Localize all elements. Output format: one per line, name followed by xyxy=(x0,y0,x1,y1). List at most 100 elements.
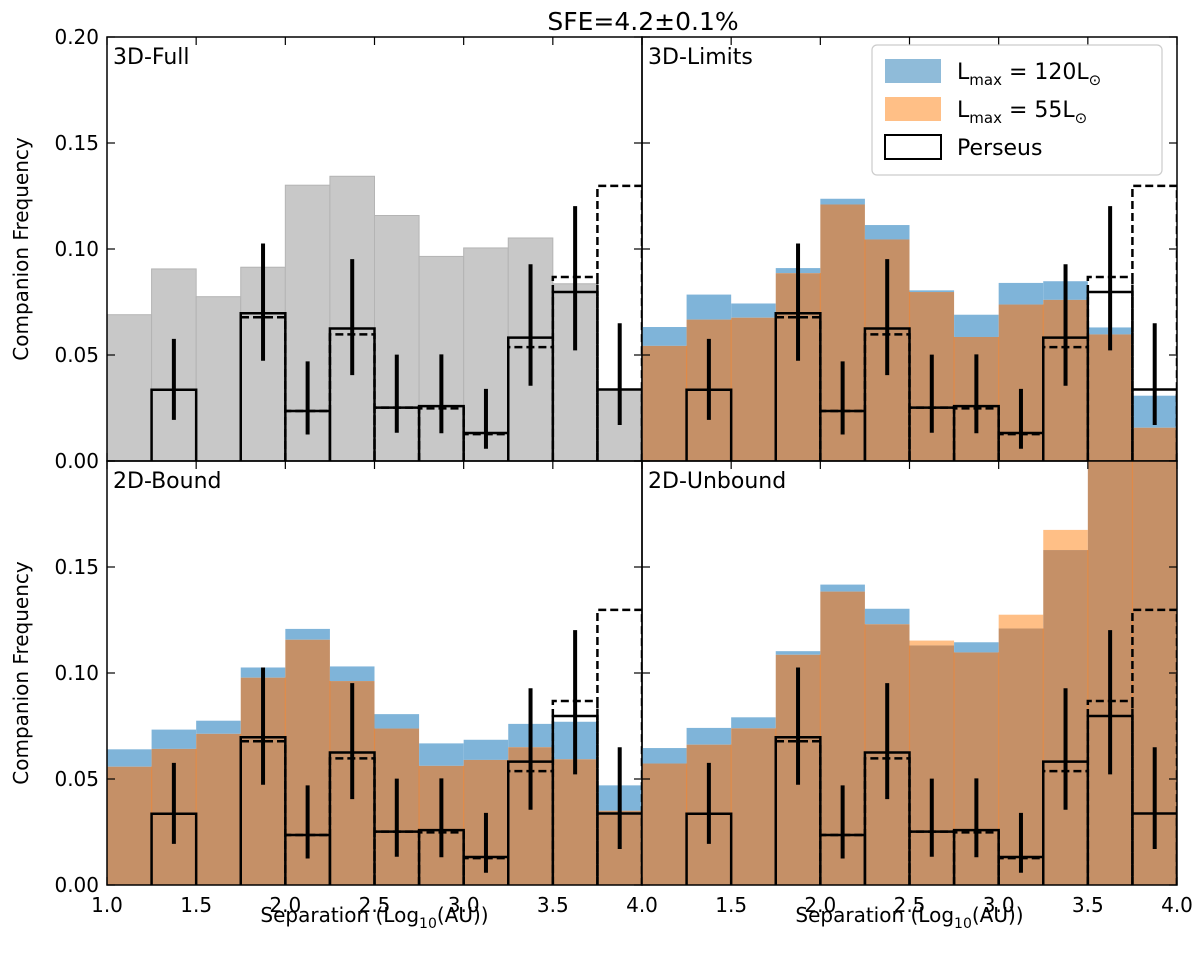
bar-lmax120-excess xyxy=(954,642,999,653)
x-tick-label: 3.5 xyxy=(537,893,569,917)
panel-plot-area xyxy=(642,461,1177,885)
bar-lmax120-excess xyxy=(820,198,865,205)
bar-overlap xyxy=(642,763,687,885)
bar-lmax120-excess xyxy=(909,290,955,293)
bar-overlap xyxy=(552,759,598,885)
bar-lmax120-excess xyxy=(107,749,152,767)
panel-3d-full: 3D-Full xyxy=(106,36,643,462)
panel-label: 2D-Unbound xyxy=(648,469,786,494)
panel-label: 3D-Full xyxy=(113,45,190,70)
x-tick-label: 3.5 xyxy=(1072,893,1104,917)
bar-lmax55-excess xyxy=(998,614,1044,629)
legend-label-part: L xyxy=(957,98,970,123)
bar-lmax120-excess xyxy=(151,729,197,749)
bar-3d-full xyxy=(195,296,242,461)
bar-overlap xyxy=(107,766,152,885)
x-axis-label-sub: 10 xyxy=(954,916,972,932)
legend-label-sun: ⊙ xyxy=(1089,71,1102,89)
x-tick-label: 2.0 xyxy=(804,893,836,917)
bar-lmax55-excess xyxy=(1043,529,1088,551)
panel-plot-area xyxy=(107,608,642,885)
panel-3d-limits: 3D-Limits xyxy=(641,36,1178,462)
legend-swatch-lmax55 xyxy=(885,97,941,121)
bar-lmax120-excess xyxy=(731,303,776,318)
legend-swatch-perseus xyxy=(884,134,942,160)
bar-lmax120-excess xyxy=(329,666,375,682)
legend-box xyxy=(871,44,1163,176)
x-axis-label-part: (AU)) xyxy=(437,903,489,927)
legend-label-part: = 55L xyxy=(1002,98,1075,123)
legend-label: Lmax = 120L⊙ xyxy=(957,60,1101,89)
legend-label-part: = 120L xyxy=(1002,60,1089,85)
bar-overlap xyxy=(1132,427,1177,461)
legend-swatch-lmax120 xyxy=(885,59,941,83)
x-tick-label: 4.0 xyxy=(1161,893,1193,917)
panel-plot-area xyxy=(107,175,642,461)
bar-overlap xyxy=(196,733,241,885)
legend-label-part: L xyxy=(957,60,970,85)
x-tick-label: 2.5 xyxy=(894,893,926,917)
panel-plot-area xyxy=(642,184,1177,461)
bar-lmax120-excess xyxy=(998,282,1044,305)
bar-lmax120-excess xyxy=(196,720,241,734)
x-tick-label: 2.0 xyxy=(269,893,301,917)
legend-label-sub: max xyxy=(969,109,1002,127)
y-tick-label: 0.10 xyxy=(54,237,99,261)
bar-lmax120-excess xyxy=(775,651,821,655)
x-tick-label: 1.5 xyxy=(715,893,747,917)
y-tick-label: 0.15 xyxy=(54,555,99,579)
y-tick-label: 0.05 xyxy=(54,767,99,791)
bar-lmax120-excess xyxy=(642,748,687,764)
x-axis-label: Separation (Log10(AU)) xyxy=(260,903,488,932)
x-tick-label: 4.0 xyxy=(626,893,658,917)
legend-label-sun: ⊙ xyxy=(1075,109,1088,127)
bar-lmax120-excess xyxy=(864,608,910,625)
bar-lmax55-excess xyxy=(909,640,955,646)
x-axis-label-sub: 10 xyxy=(419,916,437,932)
legend-label: Perseus xyxy=(957,136,1042,161)
panel-label: 3D-Limits xyxy=(648,45,753,70)
bar-lmax120-excess xyxy=(285,628,330,640)
y-tick-label: 0.10 xyxy=(54,661,99,685)
y-tick-label: 0.00 xyxy=(54,873,99,897)
bar-lmax120-excess xyxy=(731,717,776,729)
bar-lmax120-excess xyxy=(686,727,732,745)
y-tick-label: 0.15 xyxy=(54,131,99,155)
y-axis-label: Companion Frequency xyxy=(9,561,33,785)
x-tick-label: 3.0 xyxy=(983,893,1015,917)
y-tick-label: 0.00 xyxy=(54,449,99,473)
x-axis-label-part: Separation (Log xyxy=(795,903,954,927)
panel-2d-unbound: 2D-Unbound xyxy=(641,460,1178,886)
bar-overlap xyxy=(731,728,776,885)
bar-lmax120-excess xyxy=(686,294,732,320)
panel-2d-bound: 2D-Bound xyxy=(106,460,643,886)
legend-label-part: Perseus xyxy=(957,136,1042,161)
axes: 0.00 0.05 0.10 0.15 0.20 Companion Frequency 0… xyxy=(9,25,1193,932)
x-tick-label: 2.5 xyxy=(359,893,391,917)
bar-overlap xyxy=(1087,334,1133,461)
panel-label: 2D-Bound xyxy=(113,469,222,494)
y-tick-label: 0.05 xyxy=(54,343,99,367)
bar-lmax120-excess xyxy=(954,314,999,337)
x-tick-label: 1.5 xyxy=(180,893,212,917)
legend: Lmax = 120L⊙Lmax = 55L⊙Perseus xyxy=(871,44,1163,176)
x-axis-label: Separation (Log10(AU)) xyxy=(795,903,1023,932)
bar-3d-full xyxy=(107,314,153,461)
x-tick-label: 1.0 xyxy=(91,893,123,917)
bar-lmax120-excess xyxy=(419,743,464,766)
panels: 3D-Full 3D-Limits 2D-Bound 2D-Unbound xyxy=(106,36,1178,886)
bar-lmax120-excess xyxy=(374,714,420,729)
bar-lmax120-excess xyxy=(864,225,910,240)
bar-lmax120-excess xyxy=(820,584,865,592)
y-axis-label: Companion Frequency xyxy=(9,137,33,361)
x-tick-label: 3.0 xyxy=(448,893,480,917)
bar-lmax120-excess xyxy=(463,739,509,760)
legend-label: Lmax = 55L⊙ xyxy=(957,98,1087,127)
legend-label-sub: max xyxy=(969,71,1002,89)
chart-title: SFE=4.2±0.1% xyxy=(547,7,738,36)
y-tick-label: 0.20 xyxy=(54,25,99,49)
x-axis-label-part: Separation (Log xyxy=(260,903,419,927)
bar-lmax120-excess xyxy=(642,327,687,346)
bar-overlap xyxy=(642,345,687,461)
